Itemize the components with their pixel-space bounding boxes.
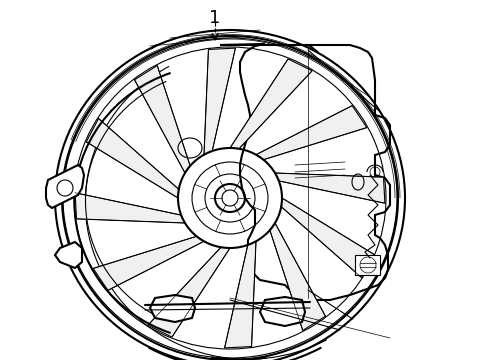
Polygon shape <box>93 236 204 291</box>
Polygon shape <box>260 297 305 326</box>
Polygon shape <box>270 223 325 330</box>
Polygon shape <box>220 44 390 300</box>
Polygon shape <box>75 193 185 223</box>
Polygon shape <box>281 198 374 278</box>
Polygon shape <box>150 295 195 322</box>
Polygon shape <box>230 59 312 149</box>
Polygon shape <box>46 165 84 208</box>
Polygon shape <box>86 118 179 198</box>
Polygon shape <box>148 247 230 337</box>
Polygon shape <box>55 242 82 268</box>
Polygon shape <box>355 255 380 275</box>
Polygon shape <box>204 48 235 155</box>
Text: 1: 1 <box>209 9 220 27</box>
Polygon shape <box>135 66 190 173</box>
Polygon shape <box>256 105 367 160</box>
Polygon shape <box>275 173 385 203</box>
Polygon shape <box>224 241 256 348</box>
